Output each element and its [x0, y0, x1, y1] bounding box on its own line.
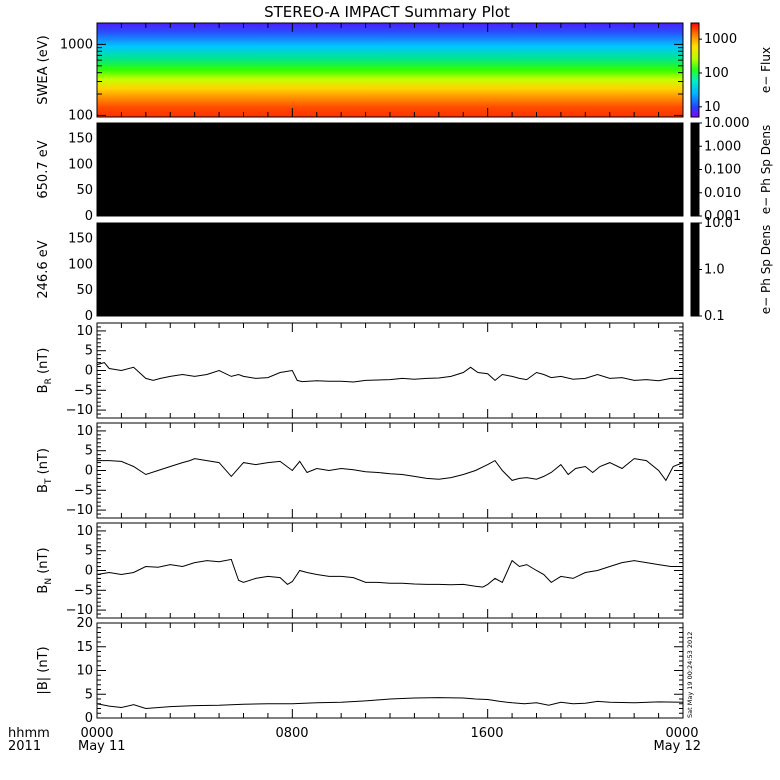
- bmag-ytick-label-0: 0: [85, 711, 93, 726]
- bmag-ytick-label-4: 20: [76, 616, 93, 631]
- bmag-panel-frame: [96, 622, 684, 719]
- br-ytick-label-0: −10: [66, 403, 93, 418]
- pad246-ylabel: 246.6 eV: [36, 240, 51, 298]
- br-ytick-label-3: 5: [85, 344, 93, 359]
- x-tick-label-2: 1600: [470, 726, 503, 741]
- bt-ylabel: BT (nT): [36, 448, 54, 493]
- bt-series-line: [97, 458, 684, 482]
- footer-year-label: 2011: [8, 739, 41, 754]
- pad650-ytick-label-0: 0: [85, 209, 93, 224]
- pad650-colorbar-tick-label-2: 0.100: [704, 163, 741, 178]
- br-ytick-label-1: −5: [74, 383, 93, 398]
- bt-ytick-label-1: −5: [74, 483, 93, 498]
- br-panel-frame: [96, 322, 684, 419]
- footer-hhmm-label: hhmm: [8, 726, 50, 741]
- swea-colorbar: [690, 22, 700, 118]
- x-tick-label-0: 0000: [80, 726, 113, 741]
- bmag-ytick-label-1: 5: [85, 687, 93, 702]
- br-ytick-label-4: 10: [76, 324, 93, 339]
- pad246-colorbar-tick-label-1: 1.0: [704, 263, 725, 278]
- plot-title: STEREO-A IMPACT Summary Plot: [264, 3, 510, 21]
- pad246-ytick-label-3: 150: [68, 232, 93, 247]
- swea-heatmap: [97, 23, 683, 117]
- swea-colorbar-tick-label-0: 10: [704, 100, 721, 115]
- swea-ylabel: SWEA (eV): [36, 35, 51, 104]
- bt-ytick-label-4: 10: [76, 424, 93, 439]
- pad650-colorbar-tick-label-3: 0.010: [704, 186, 741, 201]
- swea-colorbar-tick-label-2: 1000: [704, 32, 737, 47]
- bn-ytick-label-1: −5: [74, 583, 93, 598]
- swea-ytick-label-1: 1000: [60, 37, 93, 52]
- pad650-colorbar-tick-label-1: 1.000: [704, 139, 741, 154]
- swea-colorbar-tick-label-1: 100: [704, 66, 729, 81]
- pad246-ytick-label-2: 100: [68, 257, 93, 272]
- br-ytick-label-2: 0: [85, 364, 93, 379]
- bn-ytick-label-0: −10: [66, 603, 93, 618]
- bn-series-line: [96, 558, 683, 588]
- bmag-ytick-label-2: 10: [76, 664, 93, 679]
- x-tick-label-1: 0800: [275, 726, 308, 741]
- date-label-end: May 12: [653, 739, 701, 754]
- pad650-ylabel: 650.7 eV: [36, 140, 51, 198]
- pad650-colorbar: [690, 122, 700, 217]
- pad246-colorbar-tick-label-2: 0.1: [704, 309, 725, 324]
- pad650-heatmap: [97, 123, 683, 216]
- pad650-colorbar-tick-label-4: 0.001: [704, 209, 741, 224]
- br-ylabel: BR (nT): [36, 348, 54, 394]
- pad246-ytick-label-1: 50: [76, 283, 93, 298]
- pad650-colorbar-label: e− Ph Sp Dens: [759, 125, 773, 214]
- pad246-heatmap: [97, 223, 683, 316]
- pad650-ytick-label-3: 150: [68, 132, 93, 147]
- swea-colorbar-label: e− Flux: [759, 47, 773, 93]
- pad246-colorbar: [690, 222, 700, 317]
- bmag-ytick-label-3: 15: [76, 640, 93, 655]
- pad650-ytick-label-1: 50: [76, 183, 93, 198]
- bmag-series-line: [96, 697, 684, 710]
- pad650-colorbar-tick-label-0: 10.000: [704, 116, 750, 131]
- bn-ytick-label-4: 10: [76, 524, 93, 539]
- bt-ytick-label-0: −10: [66, 503, 93, 518]
- pad246-colorbar-tick-label-0: 10.0: [704, 216, 733, 231]
- x-tick-label-3: 0000: [665, 726, 698, 741]
- pad246-colorbar-label: e− Ph Sp Dens: [759, 225, 773, 314]
- bt-ytick-label-3: 5: [85, 444, 93, 459]
- bn-ytick-label-3: 5: [85, 544, 93, 559]
- br-series-line: [96, 362, 683, 383]
- date-label-start: May 11: [78, 739, 126, 754]
- pad246-ytick-label-0: 0: [85, 309, 93, 324]
- bt-ytick-label-2: 0: [85, 464, 93, 479]
- bmag-ylabel: |B| (nT): [36, 646, 51, 694]
- timestamp-text: Sat May 19 00:24:53 2012: [686, 632, 694, 718]
- bn-ylabel: BN (nT): [36, 547, 54, 593]
- bn-ytick-label-2: 0: [85, 564, 93, 579]
- pad650-ytick-label-2: 100: [68, 157, 93, 172]
- swea-ytick-label-0: 100: [68, 108, 93, 123]
